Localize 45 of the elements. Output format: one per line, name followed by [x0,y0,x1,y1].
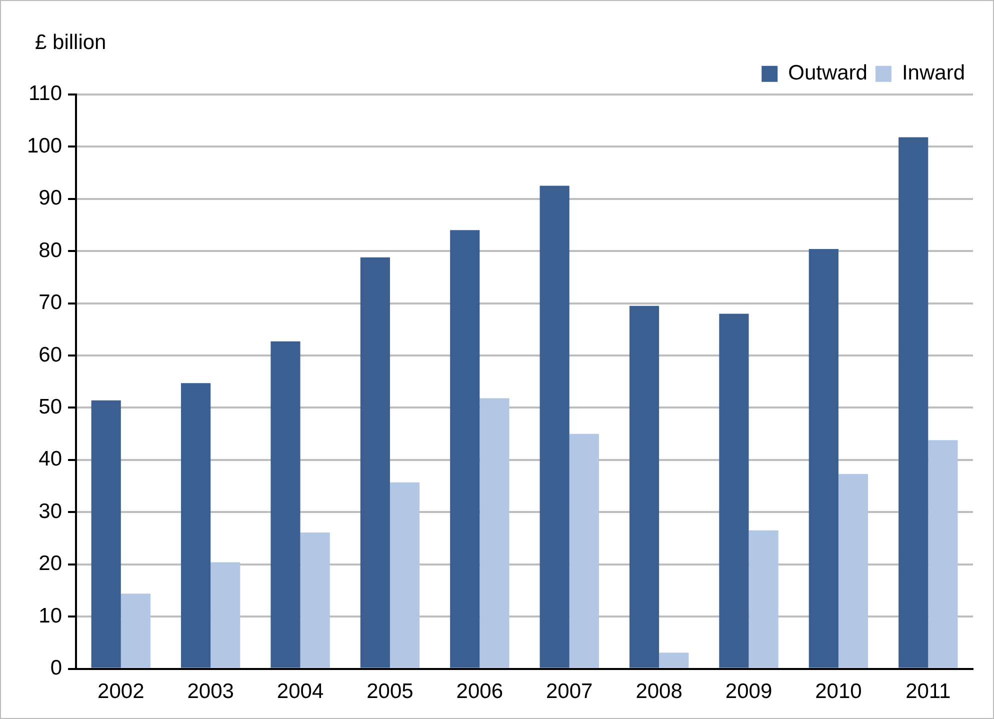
x-tick-label: 2011 [906,680,951,704]
legend-label: Outward [788,62,868,85]
y-tick-label: 20 [38,552,62,576]
x-tick-label: 2005 [366,680,414,704]
y-tick-label: 50 [38,396,62,419]
bar [540,186,570,668]
bar [480,398,510,668]
y-tick-label: 100 [26,134,62,158]
y-axis-title: £ billion [35,31,106,55]
y-tick-label: 70 [38,291,62,314]
bar [360,257,390,668]
bar [210,562,240,668]
x-tick-label: 2009 [725,680,772,704]
legend-label: Inward [902,62,965,85]
x-tick-label: 2003 [187,680,234,704]
y-tick-label: 110 [28,82,62,106]
bar [180,383,211,668]
y-tick-label: 80 [38,238,62,262]
y-tick-label: 60 [38,343,62,366]
x-tick-label: 2007 [546,680,593,704]
bar [120,594,150,668]
bar [629,306,660,668]
bar [719,314,749,668]
bar [838,474,868,668]
y-tick-label: 30 [38,500,62,523]
x-tick-label: 2004 [276,680,324,704]
bar [898,137,928,668]
y-tick-label: 90 [38,186,62,210]
y-tick-label: 0 [50,656,62,680]
bar [450,230,480,668]
x-tick-label: 2002 [98,680,144,704]
y-tick-label: 40 [38,448,62,471]
y-tick-label: 10 [38,604,62,628]
x-tick-label: 2006 [456,680,504,704]
bar [808,248,838,668]
bar [659,652,689,668]
bar [390,482,420,668]
bar [270,341,300,668]
bar [91,400,121,668]
bar [569,434,599,668]
x-tick-label: 2008 [636,680,682,704]
bar [748,530,778,668]
bar [928,440,958,668]
x-tick-label: 2010 [815,680,862,704]
bar [300,532,330,668]
